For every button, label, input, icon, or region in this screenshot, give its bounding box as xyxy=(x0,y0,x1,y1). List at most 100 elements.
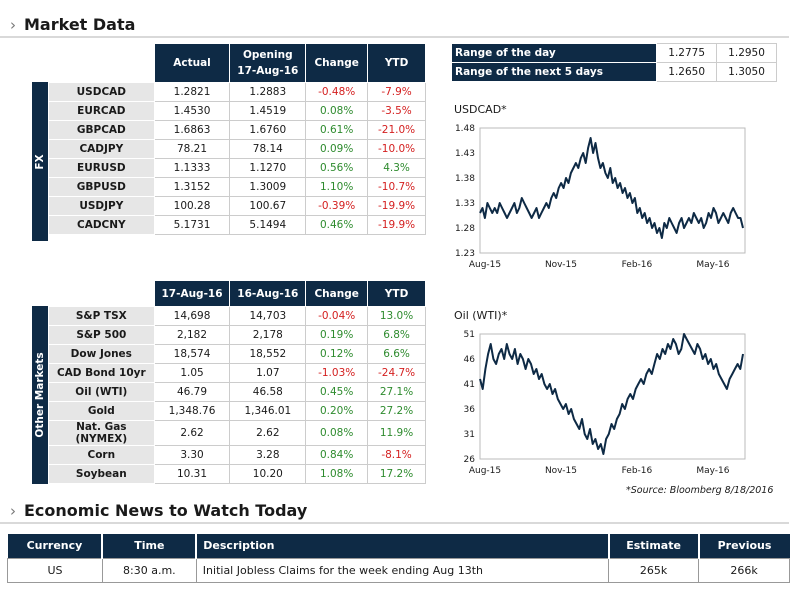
other-value-previous: 14,703 xyxy=(229,306,307,326)
fx-ytd: -21.0% xyxy=(367,120,426,140)
other-ytd: 17.2% xyxy=(367,464,426,484)
other-header-blank xyxy=(48,280,155,307)
other-header-change: Change xyxy=(305,280,369,307)
y-tick-label: 1.33 xyxy=(455,199,475,209)
fx-value-current: 1.1333 xyxy=(153,158,231,178)
range-day-low: 1.2775 xyxy=(656,43,718,63)
other-header-date1: 17-Aug-16 xyxy=(153,280,231,307)
x-tick-label: Aug-15 xyxy=(469,466,501,476)
other-value-previous: 46.58 xyxy=(229,382,307,402)
other-change: -1.03% xyxy=(305,363,369,383)
x-tick-label: Nov-15 xyxy=(545,260,577,270)
fx-header-blank xyxy=(48,43,155,83)
y-tick-label: 36 xyxy=(464,405,476,415)
other-markets-side-label: Other Markets xyxy=(32,306,48,484)
news-row: US 8:30 a.m. Initial Jobless Claims for … xyxy=(7,557,790,583)
fx-ytd: -7.9% xyxy=(367,82,426,102)
fx-header-opening-line: 17-Aug-16 xyxy=(237,65,299,77)
other-instrument-name: CAD Bond 10yr xyxy=(48,363,155,383)
other-change: 0.08% xyxy=(305,420,369,446)
x-tick-label: May-16 xyxy=(696,260,729,270)
other-row: Corn 3.30 3.28 0.84% -8.1% xyxy=(48,445,426,465)
chevron-right-icon: › xyxy=(10,16,16,34)
section-title: Economic News to Watch Today xyxy=(24,501,308,520)
range-5day-label: Range of the next 5 days xyxy=(450,62,658,82)
news-description: Initial Jobless Claims for the week endi… xyxy=(195,557,610,583)
fx-instrument-name: CADJPY xyxy=(48,139,155,159)
other-instrument-name: Oil (WTI) xyxy=(48,382,155,402)
other-row: S&P 500 2,182 2,178 0.19% 6.8% xyxy=(48,325,426,345)
other-row: S&P TSX 14,698 14,703 -0.04% 13.0% xyxy=(48,306,426,326)
other-row: CAD Bond 10yr 1.05 1.07 -1.03% -24.7% xyxy=(48,363,426,383)
fx-table: Actual Opening 17-Aug-16 Change YTD USDCA… xyxy=(48,43,426,235)
other-ytd: 6.6% xyxy=(367,344,426,364)
other-row: Oil (WTI) 46.79 46.58 0.45% 27.1% xyxy=(48,382,426,402)
other-markets-table: 17-Aug-16 16-Aug-16 Change YTD S&P TSX 14… xyxy=(48,280,426,484)
fx-instrument-name: USDJPY xyxy=(48,196,155,216)
other-value-current: 3.30 xyxy=(153,445,231,465)
other-markets-label: Other Markets xyxy=(34,352,46,438)
fx-row: EURCAD 1.4530 1.4519 0.08% -3.5% xyxy=(48,101,426,121)
other-change: 1.08% xyxy=(305,464,369,484)
fx-value-previous: 1.2883 xyxy=(229,82,307,102)
other-instrument-name: S&P TSX xyxy=(48,306,155,326)
x-tick-label: Feb-16 xyxy=(622,466,653,476)
other-value-previous: 18,552 xyxy=(229,344,307,364)
oil-chart-title: Oil (WTI)* xyxy=(454,309,508,322)
other-instrument-name: Corn xyxy=(48,445,155,465)
other-row: Dow Jones 18,574 18,552 0.12% 6.6% xyxy=(48,344,426,364)
section-divider xyxy=(0,522,789,524)
news-header-description: Description xyxy=(196,534,610,558)
other-row: Gold 1,348.76 1,346.01 0.20% 27.2% xyxy=(48,401,426,421)
chevron-right-icon: › xyxy=(10,502,16,520)
y-tick-label: 1.23 xyxy=(455,249,475,259)
other-value-previous: 2.62 xyxy=(229,420,307,446)
fx-instrument-name: USDCAD xyxy=(48,82,155,102)
y-tick-label: 1.28 xyxy=(455,224,475,234)
fx-change: 0.61% xyxy=(305,120,369,140)
other-header-date2: 16-Aug-16 xyxy=(229,280,307,307)
fx-change: 0.09% xyxy=(305,139,369,159)
fx-instrument-name: CADCNY xyxy=(48,215,155,235)
section-title: Market Data xyxy=(24,15,136,34)
fx-ytd: -10.7% xyxy=(367,177,426,197)
y-tick-label: 1.43 xyxy=(455,149,475,159)
fx-row: EURUSD 1.1333 1.1270 0.56% 4.3% xyxy=(48,158,426,178)
x-tick-label: Aug-15 xyxy=(469,260,501,270)
other-ytd: -24.7% xyxy=(367,363,426,383)
other-value-previous: 3.28 xyxy=(229,445,307,465)
fx-header-opening: Opening 17-Aug-16 xyxy=(229,43,307,83)
fx-value-previous: 1.3009 xyxy=(229,177,307,197)
fx-ytd: -3.5% xyxy=(367,101,426,121)
fx-header-actual: Actual xyxy=(153,43,231,83)
other-instrument-name: Soybean xyxy=(48,464,155,484)
source-note: *Source: Bloomberg 8/18/2016 xyxy=(626,485,774,496)
other-ytd: 27.1% xyxy=(367,382,426,402)
fx-value-previous: 5.1494 xyxy=(229,215,307,235)
section-header-market-data: › Market Data xyxy=(0,12,795,38)
range-5day-low: 1.2650 xyxy=(656,62,718,82)
news-header-previous: Previous xyxy=(698,534,790,558)
fx-row: GBPUSD 1.3152 1.3009 1.10% -10.7% xyxy=(48,177,426,197)
fx-value-current: 1.2821 xyxy=(153,82,231,102)
other-value-previous: 10.20 xyxy=(229,464,307,484)
fx-change: -0.39% xyxy=(305,196,369,216)
other-change: 0.20% xyxy=(305,401,369,421)
fx-value-previous: 100.67 xyxy=(229,196,307,216)
fx-value-previous: 78.14 xyxy=(229,139,307,159)
fx-value-previous: 1.6760 xyxy=(229,120,307,140)
section-header-economic-news: › Economic News to Watch Today xyxy=(0,498,795,524)
other-value-current: 2.62 xyxy=(153,420,231,446)
other-ytd: -8.1% xyxy=(367,445,426,465)
plot-area xyxy=(479,127,746,254)
other-ytd: 6.8% xyxy=(367,325,426,345)
other-change: 0.12% xyxy=(305,344,369,364)
news-estimate: 265k xyxy=(608,557,700,583)
y-tick-label: 46 xyxy=(464,355,476,365)
fx-row: USDCAD 1.2821 1.2883 -0.48% -7.9% xyxy=(48,82,426,102)
other-ytd: 27.2% xyxy=(367,401,426,421)
other-value-current: 1,348.76 xyxy=(153,401,231,421)
fx-label: FX xyxy=(34,153,46,170)
